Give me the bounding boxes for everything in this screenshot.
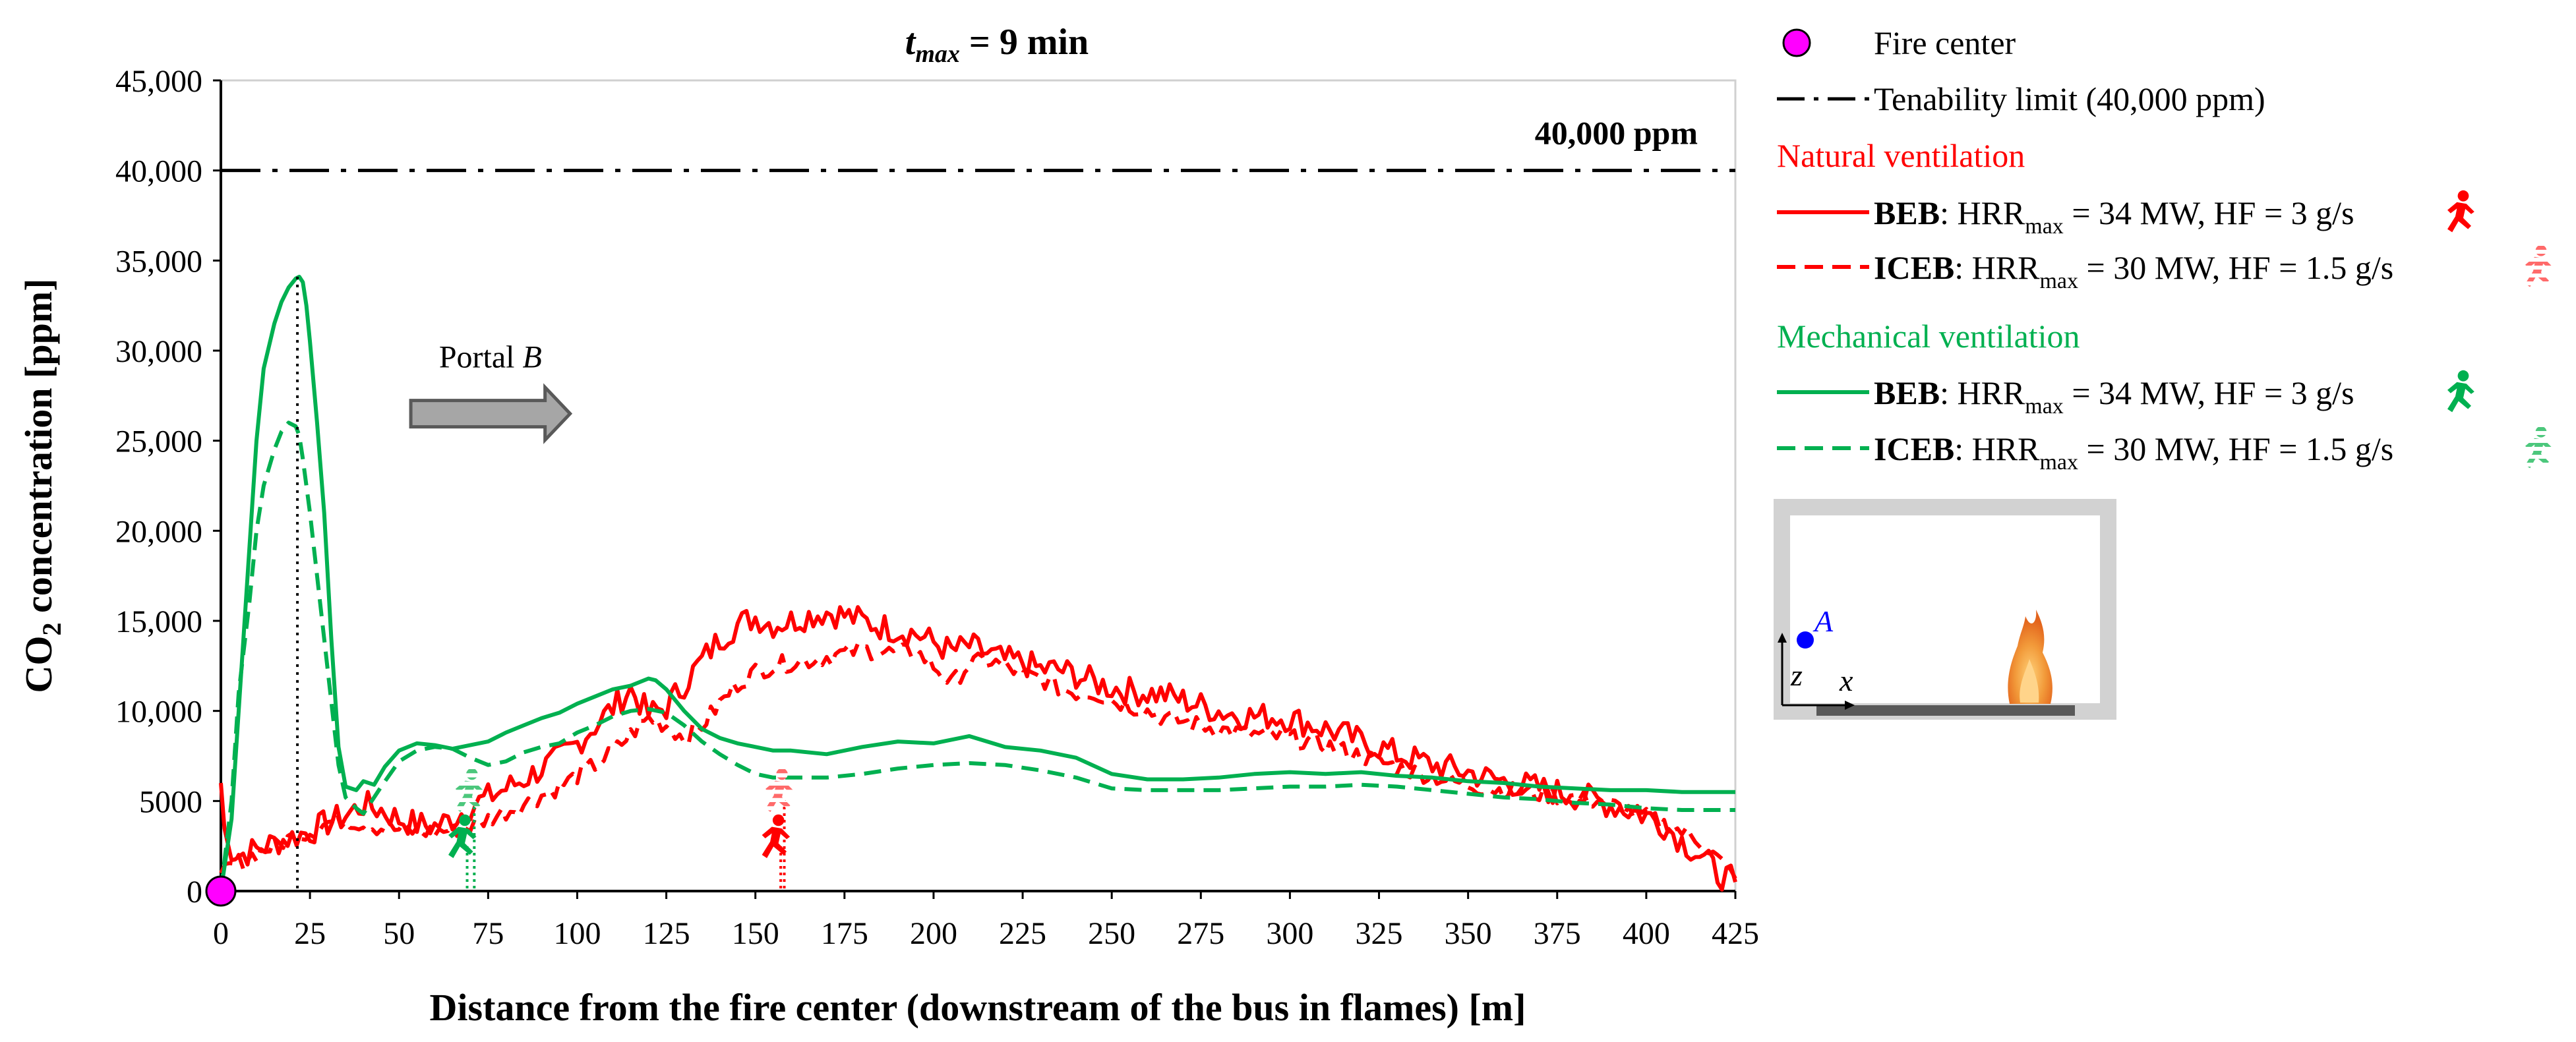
runner-icon <box>762 814 791 858</box>
x-tick-label: 350 <box>1445 916 1492 951</box>
portal-b-annotation: Portal B <box>409 340 573 444</box>
x-tick-label: 300 <box>1266 916 1313 951</box>
inset-x-arrowhead <box>1845 701 1855 710</box>
fire-center-marker <box>205 875 237 907</box>
x-tick-label: 275 <box>1177 916 1224 951</box>
legend-mechanical-title: Mechanical ventilation <box>1777 318 2080 355</box>
tunnel-inset: A z x <box>1774 499 2116 720</box>
inset-x-label: x <box>1839 664 1853 697</box>
runner-icon <box>765 768 794 812</box>
legend: Fire center Tenability limit (40,000 ppm… <box>1777 24 2552 475</box>
inset-point-a-label: A <box>1812 604 1834 638</box>
y-tick-label: 15,000 <box>115 604 202 639</box>
legend-natural-iceb-label: ICEB: HRRmax = 30 MW, HF = 1.5 g/s <box>1874 249 2393 293</box>
legend-runner-green-hatched-icon <box>2525 426 2552 469</box>
x-axis-title: Distance from the fire center (downstrea… <box>430 986 1526 1029</box>
y-tick-label: 0 <box>187 875 202 910</box>
series-line-2 <box>219 274 1735 892</box>
inset-z-arrowhead <box>1778 633 1787 643</box>
runner-icon <box>2447 190 2474 233</box>
x-tick-label: 250 <box>1088 916 1135 951</box>
legend-tenability-label: Tenability limit (40,000 ppm) <box>1874 80 2265 117</box>
x-tick-label: 25 <box>294 916 326 951</box>
occupant-markers <box>448 768 794 891</box>
x-tick-label: 375 <box>1534 916 1581 951</box>
y-axis-title: CO2 concentration [ppm] <box>17 279 67 693</box>
legend-runner-green-icon <box>2447 370 2474 413</box>
bus-floor-bar <box>1816 705 2075 716</box>
portal-b-arrow <box>409 383 573 444</box>
x-tick-label: 0 <box>213 916 229 951</box>
plot-frame <box>220 79 1737 892</box>
x-tick-label: 150 <box>732 916 779 951</box>
x-tick-label: 425 <box>1712 916 1759 951</box>
y-tick-label: 40,000 <box>115 154 202 189</box>
y-tick-label: 35,000 <box>115 244 202 279</box>
y-tick-label: 25,000 <box>115 424 202 459</box>
legend-mechanical-beb-label: BEB: HRRmax = 34 MW, HF = 3 g/s <box>1874 374 2354 419</box>
x-tick-label: 175 <box>821 916 868 951</box>
runner-icon <box>2447 370 2474 413</box>
legend-fire-center-label: Fire center <box>1874 24 2016 61</box>
runner-icon <box>2525 426 2552 469</box>
x-tick-label: 325 <box>1356 916 1403 951</box>
y-tick-label: 10,000 <box>115 695 202 730</box>
x-tick-label: 200 <box>910 916 957 951</box>
x-tick-label: 50 <box>383 916 415 951</box>
inset-z-label: z <box>1790 658 1803 692</box>
x-tick-label: 400 <box>1623 916 1670 951</box>
legend-runner-red-hatched-icon <box>2525 245 2552 287</box>
legend-fire-center-icon <box>1782 28 1811 57</box>
chart-title: tmax = 9 min <box>905 22 1089 68</box>
title-sub: max <box>915 40 960 68</box>
series-line-1 <box>219 641 1737 880</box>
y-tick-label: 20,000 <box>115 514 202 549</box>
x-tick-label: 75 <box>472 916 504 951</box>
y-tick-labels: 0 5000 10,000 15,000 20,000 25,000 30,000 35,00… <box>115 64 221 910</box>
runner-icon <box>455 768 484 812</box>
y-tick-label: 30,000 <box>115 334 202 369</box>
legend-runner-red-icon <box>2447 190 2474 233</box>
title-rest: = 9 min <box>960 22 1089 63</box>
inset-point-a <box>1797 631 1814 649</box>
series-line-3 <box>219 420 1735 892</box>
y-tick-label: 45,000 <box>115 64 202 99</box>
x-tick-labels: 0 25 50 75 100 125 150 175 200 225 250 275 300 325 350… <box>213 891 1759 951</box>
x-tick-label: 225 <box>999 916 1046 951</box>
fire-flame-icon <box>2008 610 2052 704</box>
tunnel-interior <box>1790 515 2100 703</box>
title-t: t <box>905 22 916 63</box>
runner-icon <box>448 814 477 858</box>
runner-icon <box>2525 245 2552 287</box>
tenability-limit-label: 40,000 ppm <box>1535 115 1698 152</box>
portal-b-label: Portal B <box>439 340 542 375</box>
legend-natural-title: Natural ventilation <box>1777 137 2025 174</box>
x-tick-label: 125 <box>643 916 690 951</box>
y-tick-label: 5000 <box>139 784 202 819</box>
legend-natural-beb-label: BEB: HRRmax = 34 MW, HF = 3 g/s <box>1874 194 2354 239</box>
legend-mechanical-iceb-label: ICEB: HRRmax = 30 MW, HF = 1.5 g/s <box>1874 430 2393 475</box>
x-tick-label: 100 <box>553 916 601 951</box>
